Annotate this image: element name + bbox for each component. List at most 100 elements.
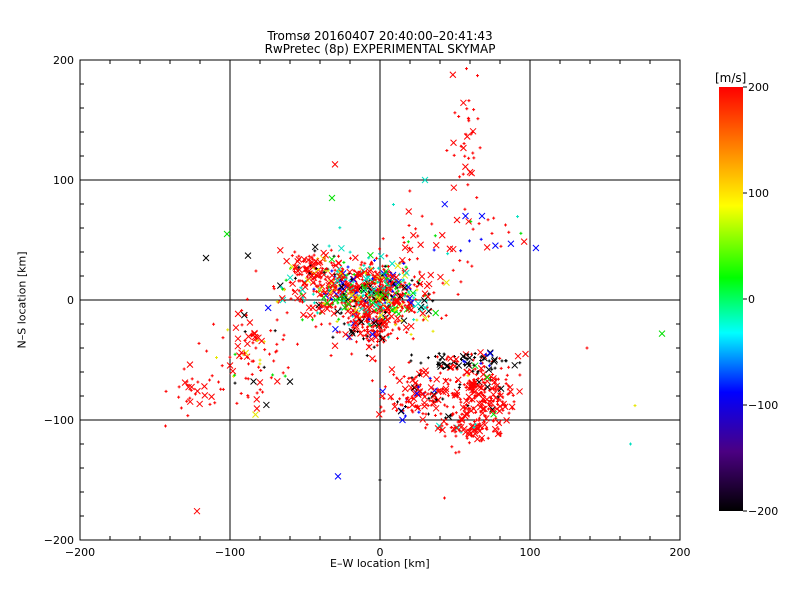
data-point-plus bbox=[321, 267, 325, 271]
data-point-plus bbox=[467, 441, 471, 445]
data-point-plus bbox=[425, 423, 429, 427]
data-point-plus bbox=[348, 279, 352, 283]
data-point-plus bbox=[300, 273, 304, 277]
data-point-plus bbox=[367, 256, 371, 260]
data-point-plus bbox=[484, 414, 488, 418]
data-point-plus bbox=[360, 260, 364, 264]
data-point-plus bbox=[378, 334, 382, 338]
data-point-plus bbox=[404, 265, 408, 269]
data-point-plus bbox=[271, 373, 275, 377]
data-point-plus bbox=[482, 357, 486, 361]
data-point-plus bbox=[491, 372, 495, 376]
data-point-plus bbox=[324, 267, 328, 271]
data-point-plus bbox=[359, 290, 363, 294]
data-point-plus bbox=[226, 328, 230, 332]
data-point-plus bbox=[355, 340, 359, 344]
data-point-plus bbox=[466, 397, 470, 401]
data-point-plus bbox=[370, 281, 374, 285]
data-point-plus bbox=[208, 402, 212, 406]
data-point-plus bbox=[453, 111, 457, 115]
x-axis-label: E–W location [km] bbox=[330, 557, 430, 570]
data-point-plus bbox=[289, 297, 293, 301]
data-point-plus bbox=[349, 320, 353, 324]
data-point-plus bbox=[365, 325, 369, 329]
data-point-plus bbox=[431, 399, 435, 403]
data-point-plus bbox=[339, 311, 343, 315]
data-point-cross bbox=[489, 407, 496, 415]
data-point-plus bbox=[424, 299, 428, 303]
data-point-plus bbox=[427, 396, 431, 400]
data-point-plus bbox=[454, 411, 458, 415]
data-point-plus bbox=[467, 156, 471, 160]
data-point-cross bbox=[400, 317, 408, 325]
data-point-cross bbox=[479, 371, 487, 378]
data-point-plus bbox=[340, 301, 344, 305]
data-point-cross bbox=[442, 377, 450, 385]
data-point-cross bbox=[410, 384, 418, 392]
data-point-plus bbox=[479, 361, 483, 365]
data-point-plus bbox=[375, 343, 379, 347]
data-point-cross bbox=[374, 289, 381, 297]
data-point-plus bbox=[269, 376, 273, 380]
data-point-plus bbox=[494, 377, 498, 381]
data-point-plus bbox=[245, 297, 249, 301]
data-point-plus bbox=[438, 358, 442, 362]
data-point-plus bbox=[367, 322, 371, 326]
data-point-plus bbox=[400, 305, 404, 309]
data-point-plus bbox=[467, 99, 471, 103]
data-point-plus bbox=[483, 381, 487, 385]
data-point-plus bbox=[335, 295, 339, 299]
data-point-plus bbox=[282, 333, 286, 337]
data-point-plus bbox=[350, 352, 354, 356]
data-point-cross bbox=[449, 71, 457, 79]
data-point-plus bbox=[511, 407, 515, 411]
data-point-plus bbox=[362, 308, 366, 312]
x-tick-label: 200 bbox=[670, 546, 691, 559]
data-point-plus bbox=[426, 404, 430, 408]
data-point-cross bbox=[360, 284, 368, 292]
data-point-plus bbox=[312, 253, 316, 257]
data-point-plus bbox=[471, 369, 475, 373]
data-point-cross bbox=[368, 336, 375, 343]
data-point-cross bbox=[409, 289, 417, 297]
data-point-plus bbox=[401, 236, 405, 240]
data-point-plus bbox=[420, 214, 424, 218]
data-point-cross bbox=[463, 397, 470, 405]
data-point-plus bbox=[412, 275, 416, 279]
data-point-plus bbox=[470, 399, 474, 403]
data-point-plus bbox=[255, 391, 259, 395]
data-point-plus bbox=[394, 307, 398, 311]
data-point-cross bbox=[332, 325, 339, 333]
data-point-plus bbox=[499, 244, 503, 248]
data-point-plus bbox=[424, 412, 428, 416]
data-point-plus bbox=[378, 309, 382, 313]
data-point-cross bbox=[478, 212, 486, 220]
data-point-plus bbox=[498, 356, 502, 360]
data-point-cross bbox=[486, 349, 494, 356]
data-point-plus bbox=[214, 356, 218, 360]
data-point-plus bbox=[246, 377, 250, 381]
data-point-plus bbox=[322, 270, 326, 274]
data-point-cross bbox=[244, 252, 252, 259]
data-point-plus bbox=[418, 368, 422, 372]
data-point-cross bbox=[506, 383, 514, 391]
data-point-plus bbox=[512, 400, 516, 404]
x-tick-label: −100 bbox=[215, 546, 245, 559]
data-point-plus bbox=[373, 258, 377, 262]
data-point-plus bbox=[375, 334, 379, 338]
data-point-cross bbox=[421, 393, 428, 401]
data-point-plus bbox=[327, 244, 331, 248]
data-point-plus bbox=[219, 387, 223, 391]
data-point-plus bbox=[450, 445, 454, 449]
data-point-cross bbox=[352, 318, 360, 326]
data-point-plus bbox=[332, 288, 336, 292]
data-point-plus bbox=[370, 277, 374, 281]
data-point-plus bbox=[469, 220, 473, 224]
data-point-plus bbox=[303, 258, 307, 262]
data-point-plus bbox=[367, 308, 371, 312]
data-point-plus bbox=[239, 391, 243, 395]
data-point-cross bbox=[387, 393, 395, 401]
data-point-cross bbox=[409, 376, 416, 384]
data-point-cross bbox=[349, 329, 356, 337]
data-point-cross bbox=[397, 407, 405, 415]
